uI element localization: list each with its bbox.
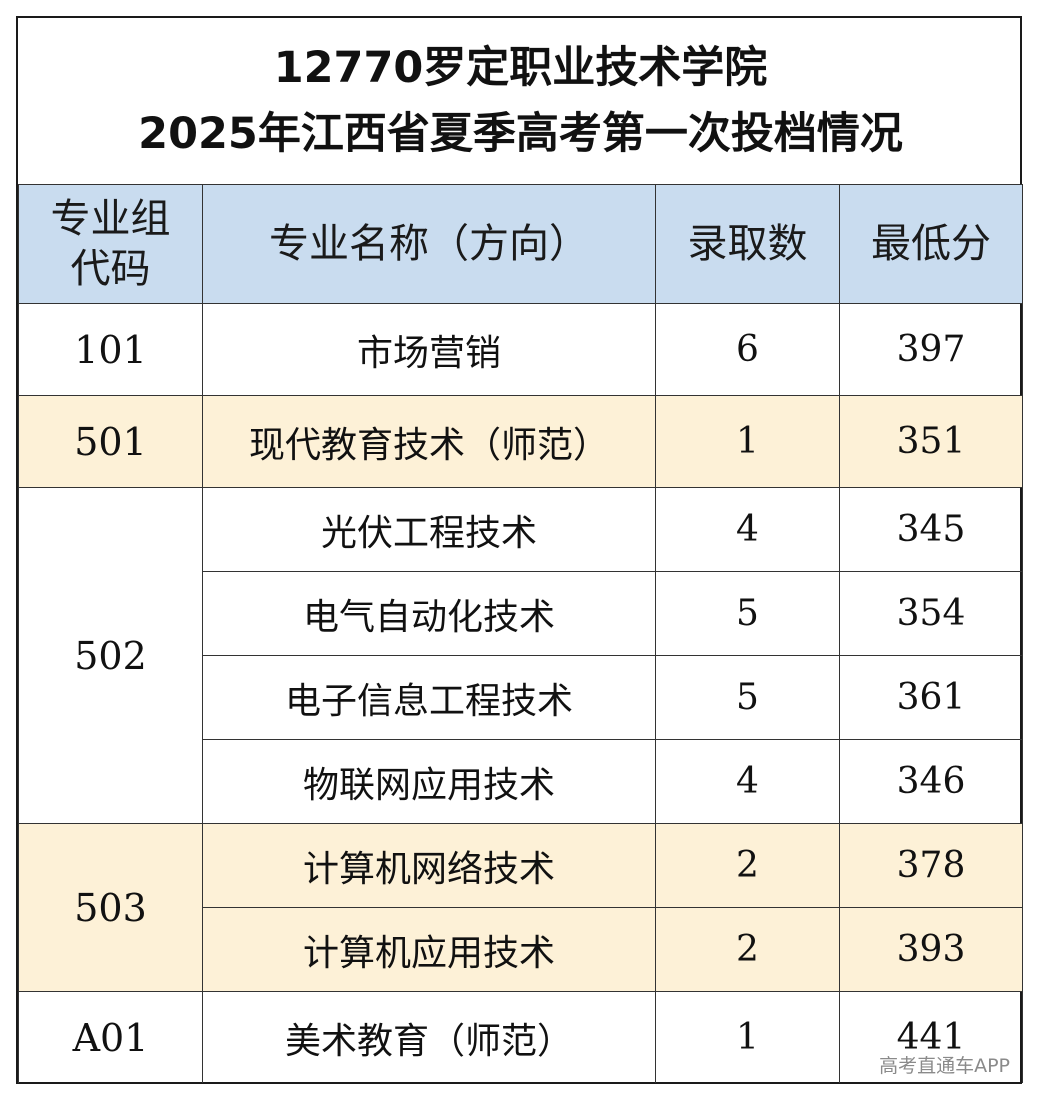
admitted-cell: 5	[655, 571, 840, 656]
major-name-cell: 现代教育技术（师范）	[202, 395, 656, 488]
table-row: A01 美术教育（师范） 1 441	[18, 991, 1023, 1083]
min-score-cell: 361	[839, 655, 1023, 740]
table-row: 101 市场营销 6 397	[18, 303, 1023, 396]
table-row: 物联网应用技术 4 346	[19, 739, 1023, 824]
table-row: 503 计算机网络技术 2 378	[18, 823, 1023, 992]
header-group-code-line1: 专业组	[50, 196, 171, 242]
min-score-cell: 354	[839, 571, 1023, 656]
table-row: 电子信息工程技术 5 361	[19, 655, 1023, 740]
admitted-cell: 2	[655, 823, 840, 908]
table-row: 501 现代教育技术（师范） 1 351	[18, 395, 1023, 488]
header-row: 专业组 代码 专业名称（方向） 录取数 最低分	[18, 184, 1023, 304]
min-score-cell: 441	[839, 991, 1023, 1083]
major-name-cell: 光伏工程技术	[202, 487, 656, 572]
admitted-cell: 2	[655, 907, 840, 992]
min-score-cell: 351	[839, 395, 1023, 488]
admitted-cell: 1	[655, 395, 840, 488]
major-name-cell: 美术教育（师范）	[202, 991, 656, 1083]
major-name-cell: 市场营销	[202, 303, 656, 396]
title-row: 12770罗定职业技术学院 2025年江西省夏季高考第一次投档情况	[18, 18, 1023, 185]
group-code-cell: 503	[18, 823, 203, 992]
table-row: 502 光伏工程技术 4 345	[18, 487, 1023, 824]
min-score-cell: 345	[839, 487, 1023, 572]
header-admitted: 录取数	[655, 184, 840, 304]
admitted-cell: 6	[655, 303, 840, 396]
title-line-1: 12770罗定职业技术学院	[273, 43, 768, 93]
admitted-cell: 5	[655, 655, 840, 740]
table-row: 计算机应用技术 2 393	[19, 907, 1023, 992]
major-name-cell: 物联网应用技术	[202, 739, 656, 824]
watermark: 高考直通车APP	[879, 1055, 1010, 1077]
major-name-cell: 计算机应用技术	[202, 907, 656, 992]
major-name-cell: 计算机网络技术	[202, 823, 656, 908]
major-name-cell: 电子信息工程技术	[202, 655, 656, 740]
table-row: 电气自动化技术 5 354	[19, 571, 1023, 656]
admitted-cell: 4	[655, 487, 840, 572]
min-score-cell: 397	[839, 303, 1023, 396]
header-major-name: 专业名称（方向）	[202, 184, 656, 304]
group-code-cell: 502	[18, 487, 203, 824]
title-line-2: 2025年江西省夏季高考第一次投档情况	[138, 109, 903, 159]
admission-table: 12770罗定职业技术学院 2025年江西省夏季高考第一次投档情况 专业组 代码…	[18, 18, 1023, 1083]
min-score-cell: 393	[839, 907, 1023, 992]
header-min-score: 最低分	[839, 184, 1023, 304]
group-code-cell: 101	[18, 303, 203, 396]
admitted-cell: 4	[655, 739, 840, 824]
min-score-cell: 346	[839, 739, 1023, 824]
major-name-cell: 电气自动化技术	[202, 571, 656, 656]
document-title: 12770罗定职业技术学院 2025年江西省夏季高考第一次投档情况	[18, 18, 1023, 185]
group-code-cell: A01	[18, 991, 203, 1083]
header-group-code: 专业组 代码	[18, 184, 203, 304]
header-group-code-line2: 代码	[70, 246, 151, 292]
min-score-cell: 378	[839, 823, 1023, 908]
admission-table-frame: 12770罗定职业技术学院 2025年江西省夏季高考第一次投档情况 专业组 代码…	[16, 16, 1023, 1084]
group-code-cell: 501	[18, 395, 203, 488]
admitted-cell: 1	[655, 991, 840, 1083]
